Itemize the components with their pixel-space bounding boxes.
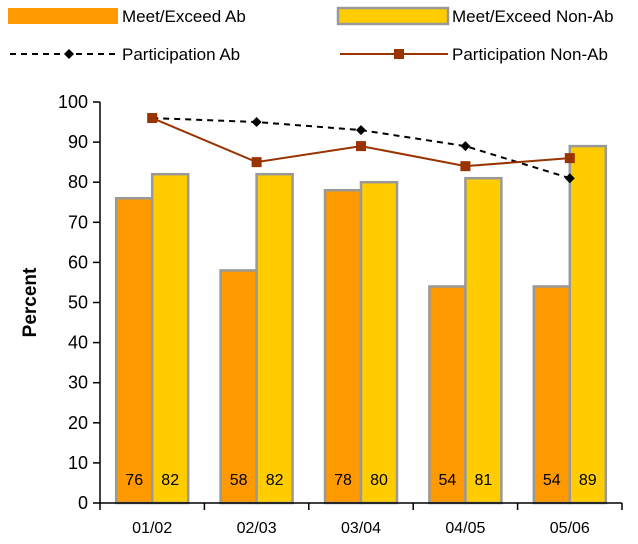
x-tick-label-05-06: 05/06 [550, 520, 590, 537]
bar-meet-exceed-ab-02-03 [219, 269, 258, 505]
legend: Meet/Exceed Ab Meet/Exceed Non-Ab Particip… [8, 6, 614, 64]
legend-label-meet-exceed-non-ab: Meet/Exceed Non-Ab [452, 7, 614, 26]
legend-label-participation-ab: Participation Ab [122, 45, 240, 64]
bar-meet-exceed-ab-03-04 [323, 188, 363, 505]
y-tick-label-50: 50 [68, 293, 88, 313]
y-axis-title: Percent [20, 267, 41, 337]
x-tick-label-03-04: 03/04 [341, 520, 381, 537]
bar-meet-exceed-non-ab-05-06 [568, 144, 608, 505]
data-label-meet-exceed-non-ab-02-03: 82 [266, 472, 284, 489]
y-tick-label-0: 0 [78, 493, 88, 513]
bar-meet-exceed-non-ab-02-03 [255, 172, 294, 505]
bars [114, 144, 608, 505]
y-tick-label-60: 60 [68, 252, 88, 272]
y-tick-label-30: 30 [68, 373, 88, 393]
legend-item-participation-ab: Participation Ab [10, 45, 240, 64]
x-tick-label-02-03: 02/03 [237, 520, 277, 537]
point-participation-non-ab-04-05 [460, 161, 471, 172]
data-label-meet-exceed-ab-03-04: 78 [334, 472, 352, 489]
point-participation-non-ab-01-02 [147, 113, 158, 124]
x-tick-label-04-05: 04/05 [445, 520, 485, 537]
point-participation-non-ab-03-04 [356, 141, 366, 152]
y-tick-label-80: 80 [68, 172, 88, 192]
legend-item-participation-non-ab: Participation Non-Ab [340, 45, 608, 64]
point-participation-ab-03-04 [356, 125, 366, 136]
legend-item-meet-exceed-non-ab: Meet/Exceed Non-Ab [336, 6, 614, 26]
y-tick-label-10: 10 [68, 453, 88, 473]
data-label-meet-exceed-ab-05-06: 54 [543, 472, 561, 489]
data-label-meet-exceed-non-ab-01-02: 82 [161, 472, 179, 489]
bar-meet-exceed-non-ab-03-04 [359, 180, 399, 505]
bar-meet-exceed-ab-01-02 [114, 196, 154, 505]
y-tick-label-100: 100 [58, 92, 88, 112]
legend-marker-participation-ab [64, 49, 74, 59]
legend-marker-participation-non-ab [394, 49, 404, 59]
legend-swatch-meet-exceed-ab [8, 8, 118, 24]
y-tick-label-40: 40 [68, 333, 88, 353]
data-label-meet-exceed-ab-01-02: 76 [125, 472, 143, 489]
point-participation-non-ab-02-03 [251, 157, 262, 168]
point-participation-ab-04-05 [460, 141, 471, 152]
legend-swatch-meet-exceed-non-ab [336, 6, 450, 26]
y-tick-label-20: 20 [68, 413, 88, 433]
point-participation-ab-02-03 [251, 117, 262, 128]
data-label-meet-exceed-non-ab-04-05: 81 [475, 472, 493, 489]
bar-meet-exceed-ab-05-06 [532, 285, 572, 505]
bar-meet-exceed-non-ab-04-05 [464, 176, 503, 505]
data-label-meet-exceed-non-ab-03-04: 80 [370, 472, 388, 489]
x-tick-label-01-02: 01/02 [132, 520, 172, 537]
data-labels: 76 58 78 54 54 82 82 80 81 89 [125, 472, 596, 489]
y-tick-label-70: 70 [68, 212, 88, 232]
data-label-meet-exceed-non-ab-05-06: 89 [579, 472, 597, 489]
bar-meet-exceed-non-ab-01-02 [150, 172, 190, 505]
legend-item-meet-exceed-ab: Meet/Exceed Ab [8, 7, 246, 26]
data-label-meet-exceed-ab-02-03: 58 [230, 472, 248, 489]
lines [147, 113, 575, 184]
legend-label-meet-exceed-ab: Meet/Exceed Ab [122, 7, 246, 26]
legend-label-participation-non-ab: Participation Non-Ab [452, 45, 608, 64]
point-participation-ab-05-06 [564, 173, 575, 184]
data-label-meet-exceed-ab-04-05: 54 [439, 472, 457, 489]
y-tick-label-90: 90 [68, 132, 88, 152]
bar-meet-exceed-ab-04-05 [428, 285, 467, 505]
axes: 0 10 20 30 40 50 60 70 80 90 100 01/02 02/03 03/04 04/… [58, 92, 623, 537]
point-participation-non-ab-05-06 [564, 153, 575, 164]
